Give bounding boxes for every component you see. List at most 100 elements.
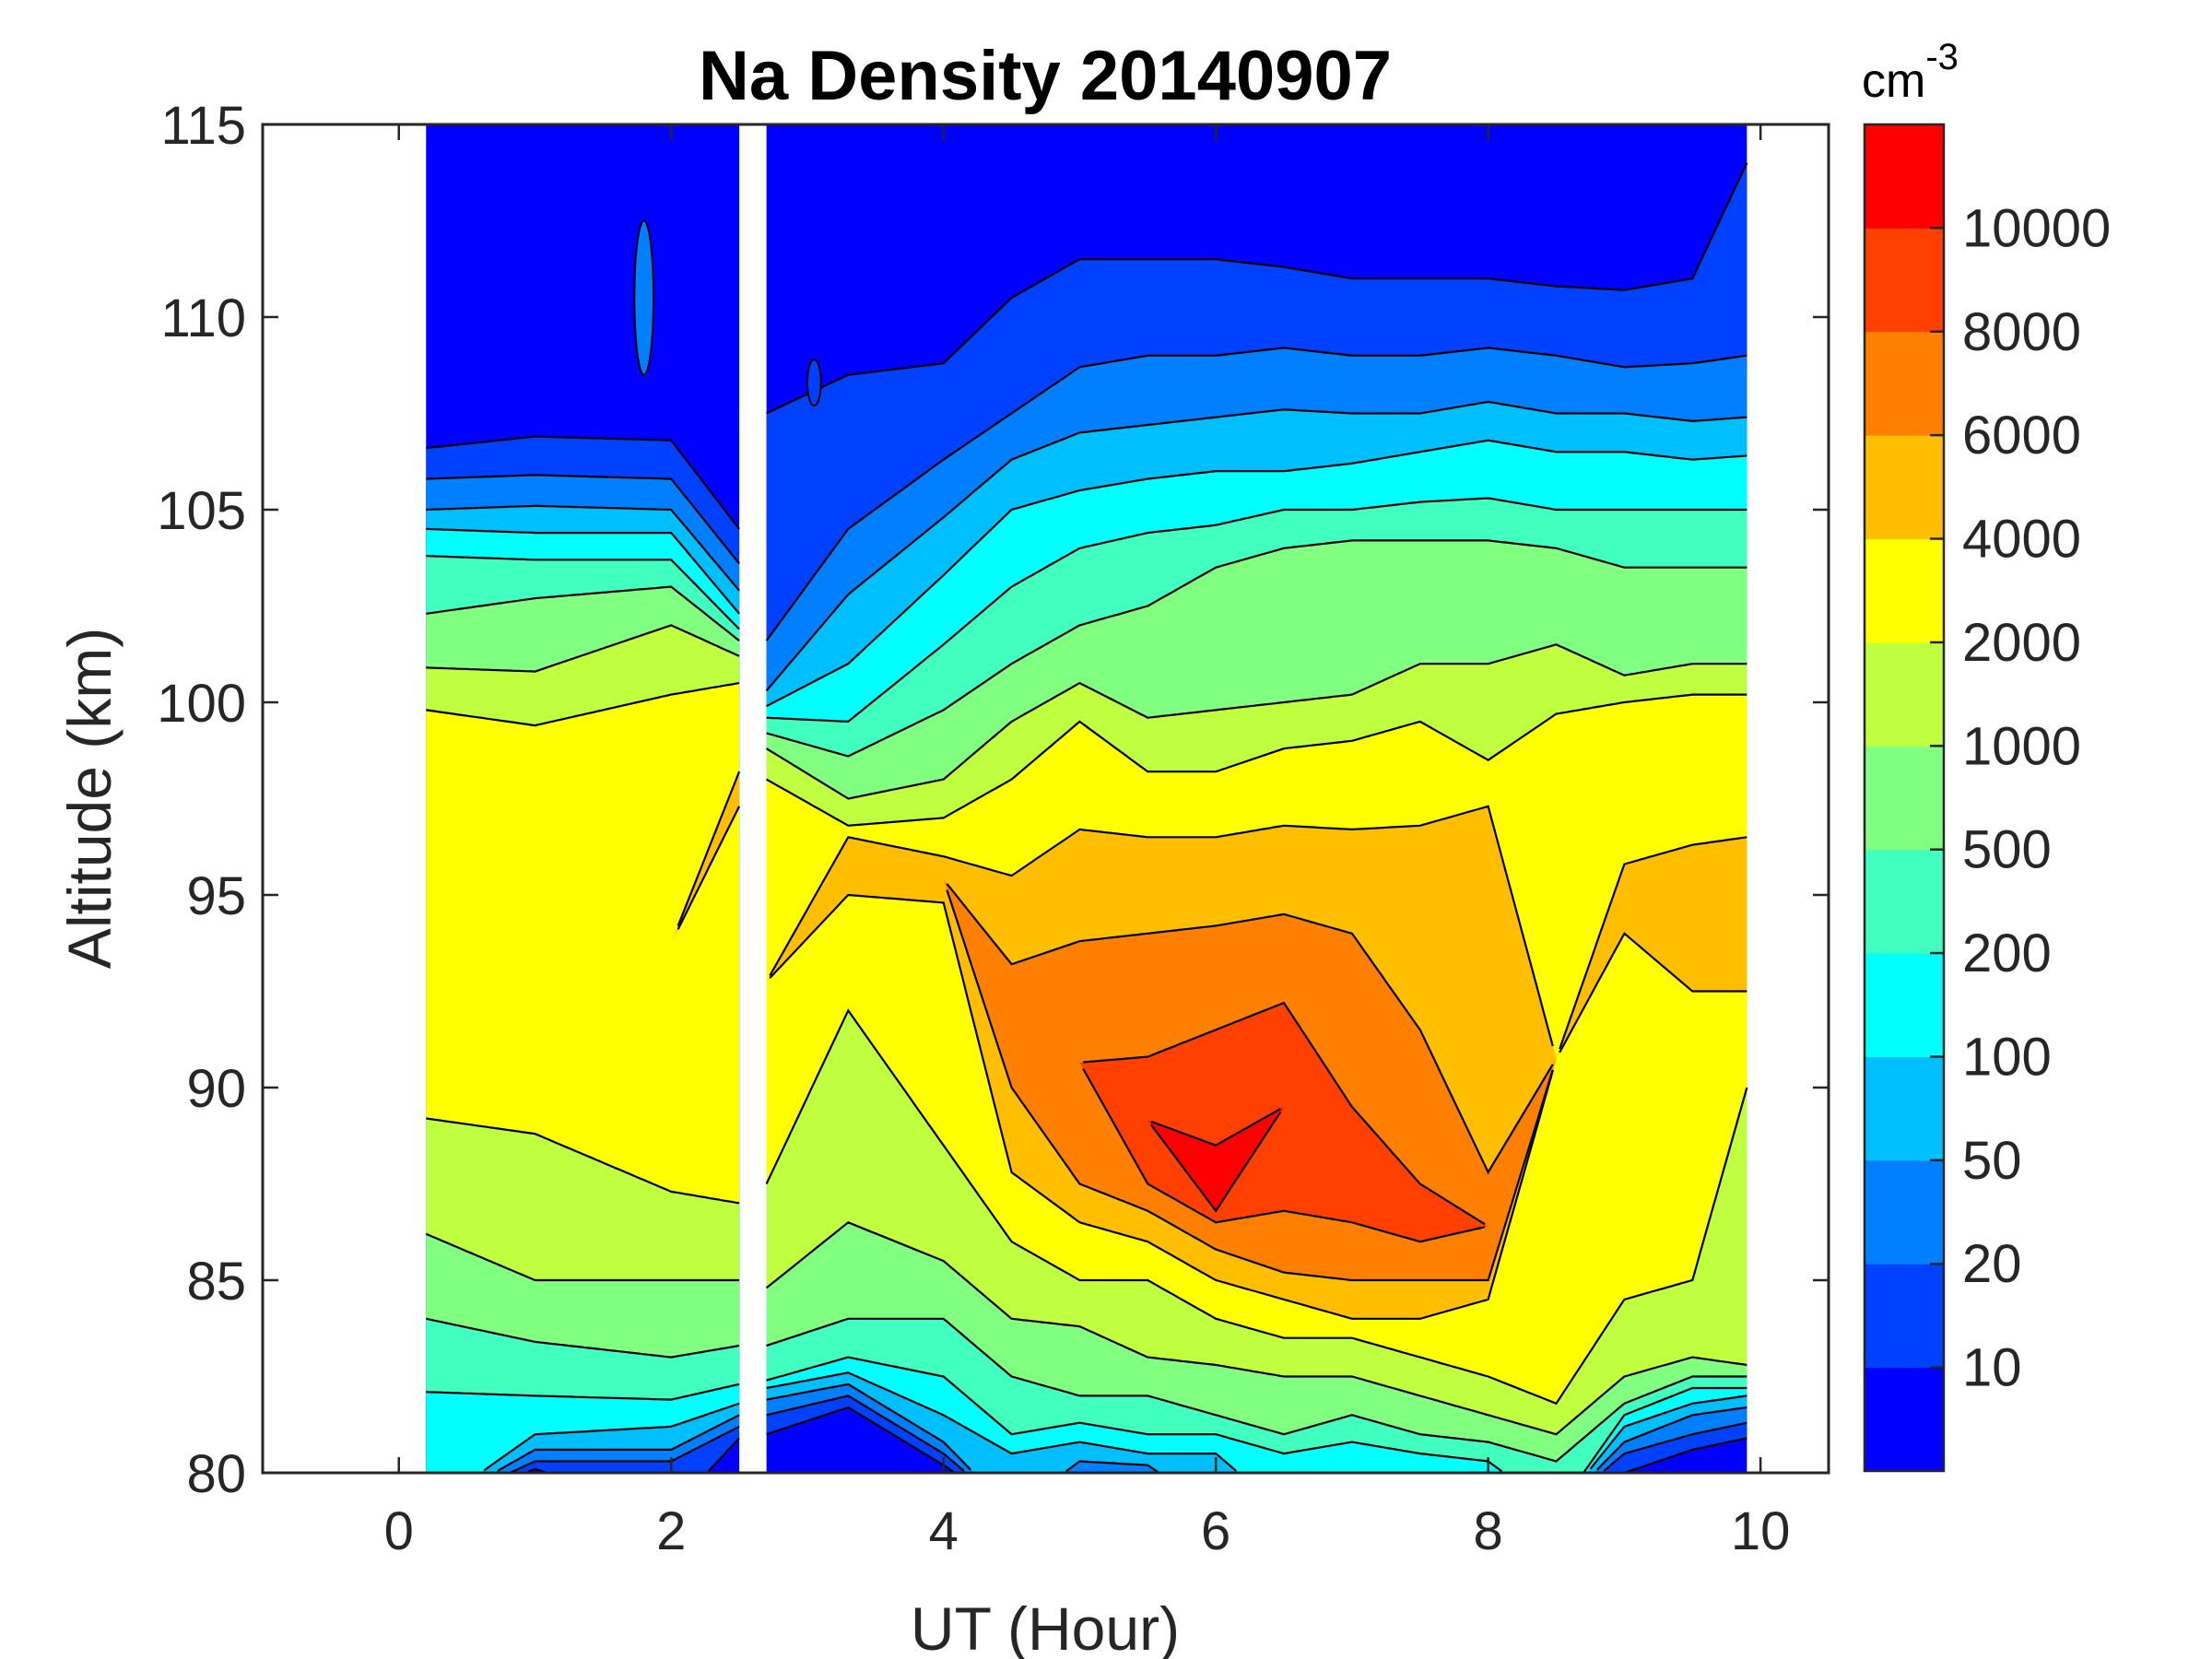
contour-island	[633, 219, 655, 376]
y-tick-label: 80	[186, 1444, 246, 1504]
colorbar-tick-label: 2000	[1962, 613, 2081, 673]
colorbar: 10 20 50 100 200 500 1000 2000 4000 6000 8000 10000	[1863, 123, 2111, 1473]
colorbar-swatch	[1865, 641, 1944, 747]
plot-frame	[261, 123, 1830, 1475]
x-tick-label: 8	[1474, 1501, 1503, 1561]
contour-line-100	[426, 527, 740, 615]
contour-line-10000	[1150, 1108, 1281, 1147]
contour-line-20	[426, 474, 740, 565]
contour-line-4000	[769, 805, 1554, 1047]
colorbar-swatch	[1865, 435, 1944, 540]
colorbar-swatch	[1865, 1056, 1944, 1161]
contour-line-500	[426, 585, 740, 641]
contour-line-10	[766, 1406, 955, 1474]
contour-line-8000	[1082, 1067, 1486, 1243]
contour-line-2000	[426, 1117, 740, 1205]
contour-line-200	[1583, 1386, 1747, 1474]
colorbar-tick-label: 20	[1962, 1234, 2022, 1294]
x-axis-title: UT (Hour)	[911, 1594, 1180, 1659]
contour-line-50	[497, 1414, 740, 1472]
y-tick-label: 95	[186, 866, 246, 926]
contour-band-8000	[766, 865, 1747, 1242]
chart-title: Na Density 20140907	[699, 37, 1392, 115]
colorbar-swatch	[1865, 953, 1944, 1057]
contour-line-50	[1065, 1460, 1159, 1474]
contour-line-10	[527, 1467, 546, 1474]
y-tick-label: 85	[186, 1252, 246, 1312]
x-tick-label: 0	[384, 1501, 414, 1561]
contour-line-6000	[946, 889, 1554, 1282]
contour-line-2000	[766, 693, 1747, 827]
colorbar-frame	[1863, 123, 1946, 1473]
colorbar-tick-label: 1000	[1962, 716, 2081, 776]
x-tick-label: 4	[929, 1501, 959, 1561]
contour-line-2000	[426, 682, 740, 727]
contour-lines	[425, 162, 1748, 1475]
contour-line-4000	[1559, 836, 1747, 1050]
contour-line-1000	[425, 1232, 740, 1282]
contour-line-100	[766, 1371, 1238, 1472]
contour-line-50	[766, 1382, 971, 1471]
contour-line-6000	[946, 883, 1554, 1175]
contour-line-500	[426, 1317, 740, 1359]
colorbar-tick-label: 50	[1962, 1131, 2022, 1191]
colorbar-tick-label: 100	[1962, 1027, 2052, 1087]
contour-line-500	[766, 539, 1747, 758]
colorbar-swatch	[1865, 746, 1944, 851]
colorbar-swatch	[1865, 124, 1944, 229]
y-tick-label: 110	[161, 288, 246, 348]
colorbar-swatch	[1865, 228, 1944, 333]
y-tick-label: 115	[161, 96, 246, 156]
contour-fills	[426, 124, 1747, 1474]
colorbar-swatch	[1865, 1264, 1944, 1369]
contour-line-4000	[677, 771, 741, 927]
contour-line-100	[1589, 1394, 1747, 1470]
colorbar-swatch	[1865, 331, 1944, 436]
colorbar-tick-label: 4000	[1962, 510, 2081, 570]
y-axis-title: Altitude (km)	[55, 628, 124, 969]
contour-island	[806, 358, 822, 407]
y-axis: 80 85 90 95 100 105 110 115	[157, 96, 1829, 1504]
contour-line-50	[426, 504, 740, 592]
colorbar-unit: cm-3	[1862, 37, 1959, 108]
contour-line-8000	[1083, 1001, 1486, 1226]
x-tick-label: 2	[656, 1501, 686, 1561]
contour-line-50	[1596, 1406, 1747, 1471]
contour-line-10	[426, 435, 740, 530]
contour-line-4000	[677, 806, 741, 930]
contour-line-20	[765, 347, 1747, 641]
contour-line-200	[766, 497, 1747, 724]
colorbar-tick-label: 10000	[1962, 198, 2111, 258]
y-tick-label: 105	[157, 481, 246, 541]
colorbar-swatch	[1865, 849, 1944, 954]
colorbar-swatch	[1865, 1367, 1944, 1472]
contour-line-200	[426, 1382, 740, 1401]
colorbar-unit-base: cm	[1862, 54, 1925, 108]
x-axis: 0 2 4 6 8 10	[384, 124, 1791, 1561]
y-tick-label: 100	[157, 674, 246, 734]
y-tick-label: 90	[186, 1059, 246, 1119]
contour-line-20	[766, 1394, 965, 1472]
colorbar-unit-exponent: -3	[1925, 37, 1959, 77]
colorbar-swatch	[1865, 538, 1944, 643]
contour-line-50	[765, 400, 1747, 692]
colorbar-tick-label: 6000	[1962, 406, 2081, 465]
contour-line-10	[707, 1437, 740, 1472]
contour-line-200	[426, 555, 740, 630]
contour-line-100	[483, 1402, 740, 1472]
x-tick-label: 6	[1201, 1501, 1230, 1561]
contour-line-4000	[1559, 932, 1747, 1053]
contour-line-1000	[765, 1221, 1747, 1436]
x-tick-label: 10	[1731, 1501, 1791, 1561]
contour-line-20	[1603, 1421, 1747, 1472]
contour-line-10	[1624, 1437, 1747, 1475]
colorbar-tick-label: 500	[1962, 820, 2052, 880]
contour-line-500	[766, 1317, 1747, 1463]
contour-line-4000	[769, 893, 1554, 1320]
contour-line-1000	[426, 624, 740, 673]
contour-band-2000	[426, 683, 740, 1204]
contour-line-20	[511, 1425, 740, 1474]
colorbar-tick-label: 200	[1962, 924, 2052, 983]
colorbar-swatch	[1865, 1159, 1944, 1265]
